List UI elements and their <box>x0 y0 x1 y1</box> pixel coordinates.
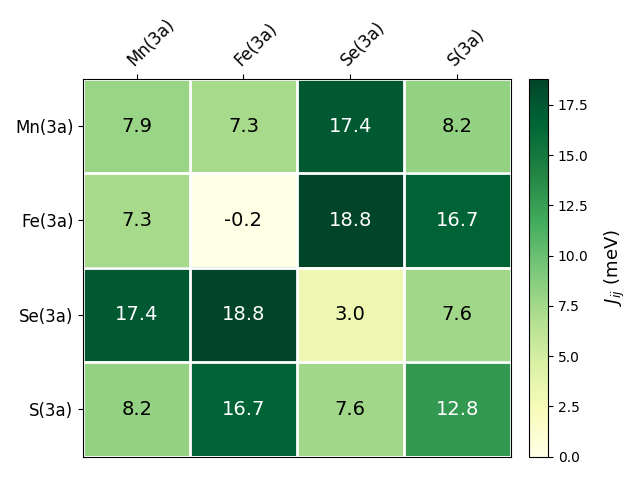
Text: 17.4: 17.4 <box>115 305 158 324</box>
Text: 16.7: 16.7 <box>435 211 479 230</box>
Text: 17.4: 17.4 <box>328 117 372 135</box>
Text: 8.2: 8.2 <box>442 117 473 135</box>
Text: 3.0: 3.0 <box>335 305 365 324</box>
Text: 12.8: 12.8 <box>435 400 479 419</box>
Text: 7.6: 7.6 <box>442 305 473 324</box>
Text: 7.6: 7.6 <box>335 400 366 419</box>
Text: 7.3: 7.3 <box>228 117 259 135</box>
Text: 8.2: 8.2 <box>121 400 152 419</box>
Text: 7.3: 7.3 <box>121 211 152 230</box>
Y-axis label: $J_{ij}$ (meV): $J_{ij}$ (meV) <box>602 229 627 306</box>
Text: 18.8: 18.8 <box>328 211 372 230</box>
Text: 7.9: 7.9 <box>121 117 152 135</box>
Text: 18.8: 18.8 <box>222 305 265 324</box>
Text: -0.2: -0.2 <box>225 211 262 230</box>
Text: 16.7: 16.7 <box>222 400 265 419</box>
